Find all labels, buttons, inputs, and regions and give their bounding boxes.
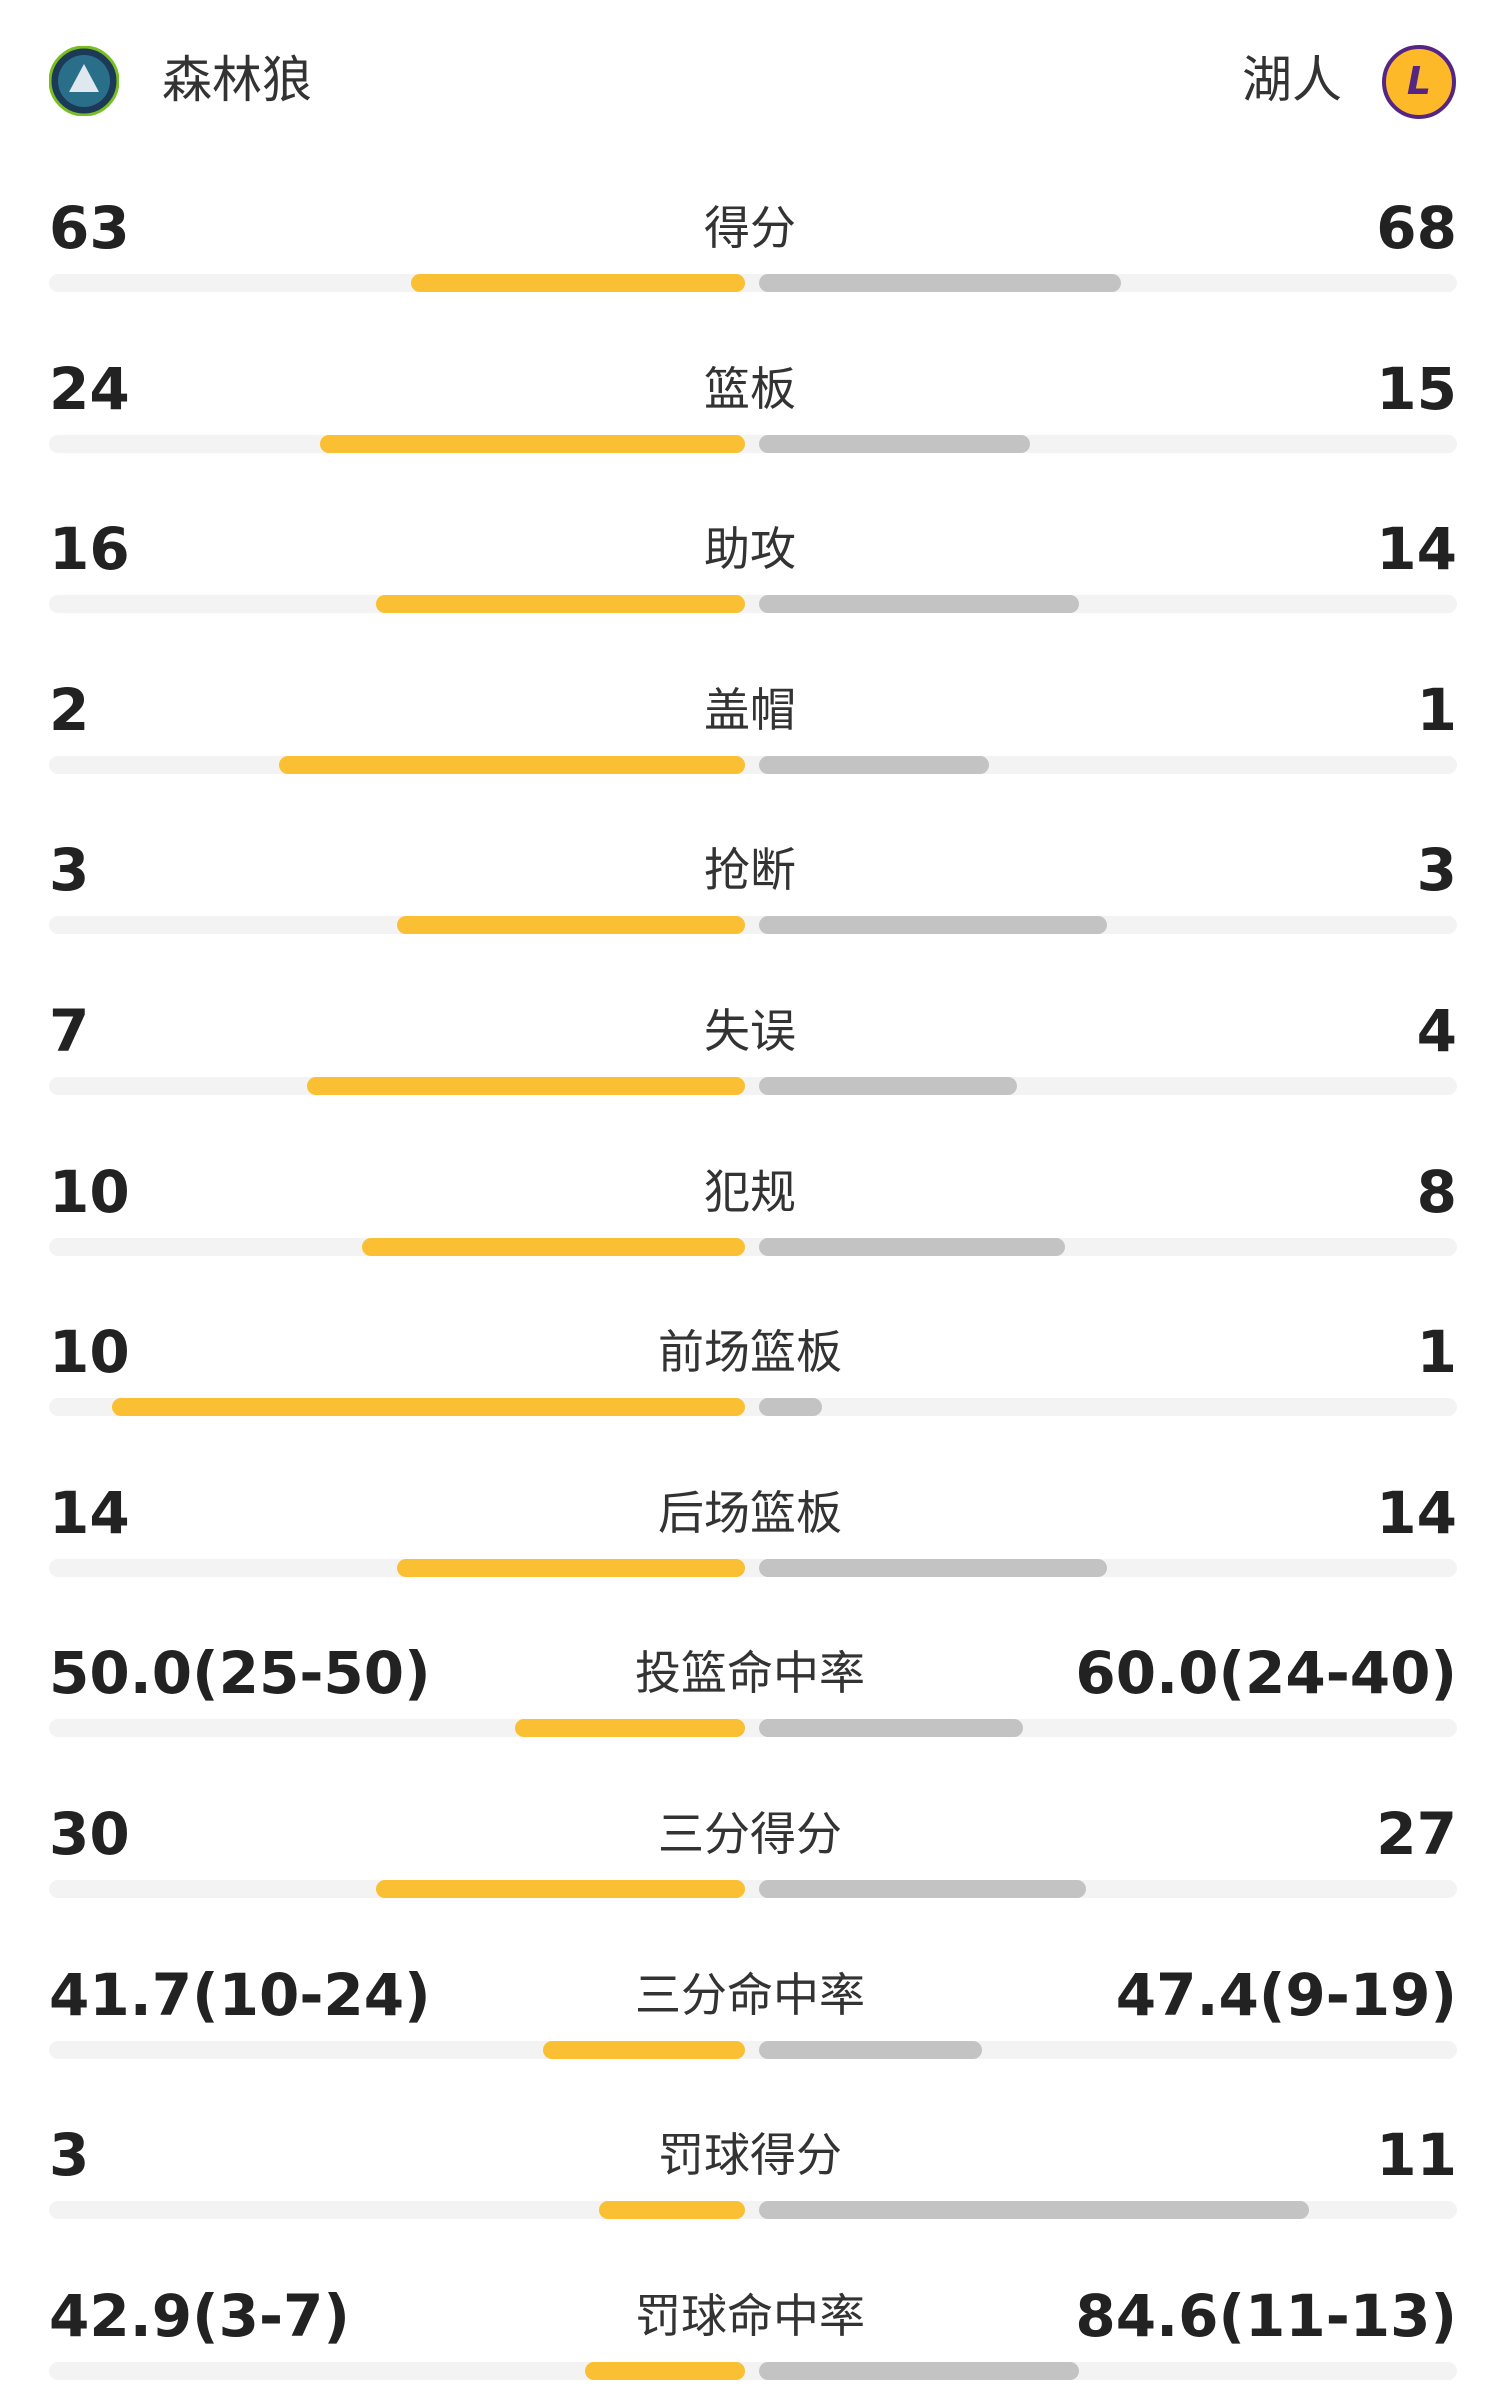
- stat-label: 前场篮板: [658, 1325, 842, 1380]
- home-bar: [543, 2040, 745, 2059]
- home-bar: [306, 1077, 745, 1095]
- stat-label: 篮板: [704, 361, 796, 416]
- home-value: 16: [49, 515, 130, 584]
- away-team: 湖人: [1242, 51, 1342, 109]
- bar-track: [49, 1880, 1457, 1898]
- home-value: 14: [49, 1478, 130, 1547]
- away-value: 68: [1376, 194, 1457, 262]
- home-value: 41.7(10-24): [49, 1960, 431, 2029]
- home-value: 24: [49, 354, 130, 423]
- away-value: 1: [1416, 1318, 1457, 1387]
- away-bar: [759, 1398, 822, 1417]
- home-bar: [278, 755, 745, 774]
- home-value: 30: [49, 1800, 130, 1868]
- bar-track: [49, 755, 1457, 774]
- home-team: 森林狼: [162, 51, 312, 109]
- home-value: 10: [49, 1318, 130, 1387]
- home-bar: [598, 2201, 745, 2220]
- away-value: 47.4(9-19): [1115, 1960, 1457, 2029]
- bar-track: [49, 2040, 1457, 2059]
- away-bar: [759, 2201, 1309, 2220]
- home-bar: [515, 1719, 745, 1738]
- home-value: 3: [49, 2121, 90, 2190]
- bar-track: [49, 916, 1457, 935]
- home-bar: [111, 1398, 745, 1417]
- away-bar: [759, 2040, 982, 2059]
- away-value: 11: [1376, 2121, 1457, 2190]
- home-bar: [320, 434, 745, 453]
- home-bar: [376, 1880, 745, 1898]
- home-bar: [376, 595, 745, 614]
- away-value: 14: [1376, 1478, 1457, 1547]
- away-bar: [759, 1558, 1107, 1577]
- home-bar: [584, 2361, 745, 2380]
- stat-label: 盖帽: [704, 682, 796, 737]
- stat-label: 后场篮板: [658, 1485, 842, 1540]
- away-value: 15: [1376, 354, 1457, 423]
- home-bar: [397, 916, 745, 935]
- bar-track: [49, 274, 1457, 292]
- home-bar: [397, 1558, 745, 1577]
- stat-label: 罚球得分: [658, 2128, 842, 2183]
- stat-label: 投篮命中率: [635, 1646, 865, 1701]
- home-logo: [49, 46, 119, 116]
- away-value: 4: [1416, 997, 1457, 1065]
- away-bar: [759, 595, 1080, 614]
- stat-label: 抢断: [704, 843, 796, 898]
- away-value: 1: [1416, 675, 1457, 744]
- away-bar: [759, 916, 1107, 935]
- home-bar: [362, 1237, 745, 1256]
- home-value: 50.0(25-50): [49, 1639, 431, 1708]
- bar-track: [49, 434, 1457, 453]
- away-logo: L: [1382, 45, 1456, 119]
- away-value: 14: [1376, 515, 1457, 584]
- home-value: 2: [49, 675, 90, 744]
- away-bar: [759, 755, 989, 774]
- stat-label: 失误: [704, 1004, 796, 1058]
- home-value: 63: [49, 194, 130, 262]
- bar-track: [49, 595, 1457, 614]
- away-bar: [759, 274, 1121, 292]
- bar-track: [49, 2361, 1457, 2380]
- away-bar: [759, 1077, 1017, 1095]
- stat-label: 助攻: [704, 522, 796, 577]
- stat-label: 得分: [704, 201, 796, 255]
- away-bar: [759, 1880, 1087, 1898]
- bar-track: [49, 1077, 1457, 1095]
- bar-track: [49, 1558, 1457, 1577]
- home-value: 3: [49, 836, 90, 905]
- home-value: 7: [49, 997, 90, 1065]
- away-bar: [759, 1719, 1024, 1738]
- bar-track: [49, 1719, 1457, 1738]
- away-value: 60.0(24-40): [1075, 1639, 1457, 1708]
- away-value: 27: [1376, 1800, 1457, 1868]
- away-value: 3: [1416, 836, 1457, 905]
- away-value: 84.6(11-13): [1075, 2281, 1457, 2350]
- away-value: 8: [1416, 1157, 1457, 1226]
- away-bar: [759, 1237, 1066, 1256]
- stat-label: 三分得分: [658, 1807, 842, 1861]
- home-value: 10: [49, 1157, 130, 1226]
- stat-label: 犯规: [704, 1164, 796, 1219]
- svg-text:L: L: [1407, 59, 1431, 103]
- stat-label: 罚球命中率: [635, 2288, 865, 2343]
- stat-label: 三分命中率: [635, 1967, 865, 2022]
- away-bar: [759, 2361, 1080, 2380]
- home-value: 42.9(3-7): [49, 2281, 350, 2350]
- home-bar: [410, 274, 745, 292]
- away-bar: [759, 434, 1031, 453]
- bar-track: [49, 1237, 1457, 1256]
